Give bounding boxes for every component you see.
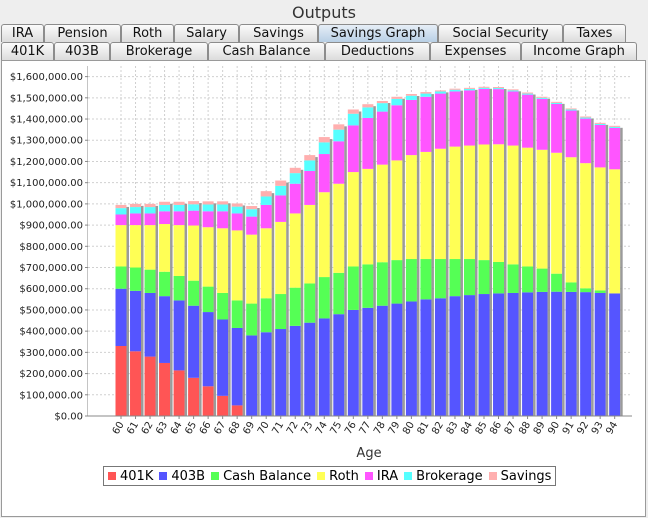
legend-label: 403B (171, 468, 206, 484)
legend-swatch (108, 472, 116, 480)
legend-item: Brokerage (404, 469, 483, 484)
tab-401k[interactable]: 401K (1, 42, 54, 60)
tab-row-top: IRA Pension Roth Salary Savings Savings … (0, 24, 648, 43)
tab-taxes[interactable]: Taxes (563, 24, 626, 42)
legend-item: 403B (159, 469, 205, 484)
legend-label: Cash Balance (223, 468, 312, 484)
legend-label: Brokerage (416, 468, 483, 484)
legend-label: Roth (329, 468, 359, 484)
legend-swatch (364, 472, 373, 480)
tab-income-graph[interactable]: Income Graph (521, 42, 637, 60)
tab-deductions[interactable]: Deductions (325, 42, 430, 60)
tab-expenses[interactable]: Expenses (430, 42, 521, 60)
legend-label: Savings (500, 468, 552, 484)
tab-403b[interactable]: 403B (54, 42, 110, 60)
tab-brokerage[interactable]: Brokerage (110, 42, 208, 60)
tab-ira[interactable]: IRA (1, 24, 44, 42)
legend-label: IRA (376, 468, 399, 484)
tab-social-security[interactable]: Social Security (438, 24, 563, 42)
legend-item: Cash Balance (211, 469, 311, 484)
tab-savings[interactable]: Savings (239, 24, 318, 42)
legend-swatch (488, 472, 497, 480)
legend-swatch (317, 472, 326, 480)
legend-swatch (211, 472, 220, 480)
tab-row-bottom: 401K 403B Brokerage Cash Balance Deducti… (0, 42, 648, 61)
legend-item: Savings (488, 468, 552, 484)
legend-item: IRA (364, 468, 399, 484)
tab-salary[interactable]: Salary (174, 24, 239, 42)
tab-cash-balance[interactable]: Cash Balance (208, 42, 325, 60)
chart-legend: 401K 403B Cash Balance Roth IRA Brokerage Savi… (103, 466, 557, 486)
legend-item: 401K (108, 469, 153, 484)
savings-graph-panel (1, 60, 646, 517)
legend-swatch (404, 472, 413, 480)
legend-swatch (159, 472, 168, 480)
tab-savings-graph[interactable]: Savings Graph (318, 24, 438, 42)
tab-roth[interactable]: Roth (121, 24, 174, 42)
legend-label: 401K (120, 468, 154, 484)
legend-item: Roth (317, 469, 359, 484)
tab-pension[interactable]: Pension (44, 24, 121, 42)
window-title: Outputs (292, 3, 356, 22)
